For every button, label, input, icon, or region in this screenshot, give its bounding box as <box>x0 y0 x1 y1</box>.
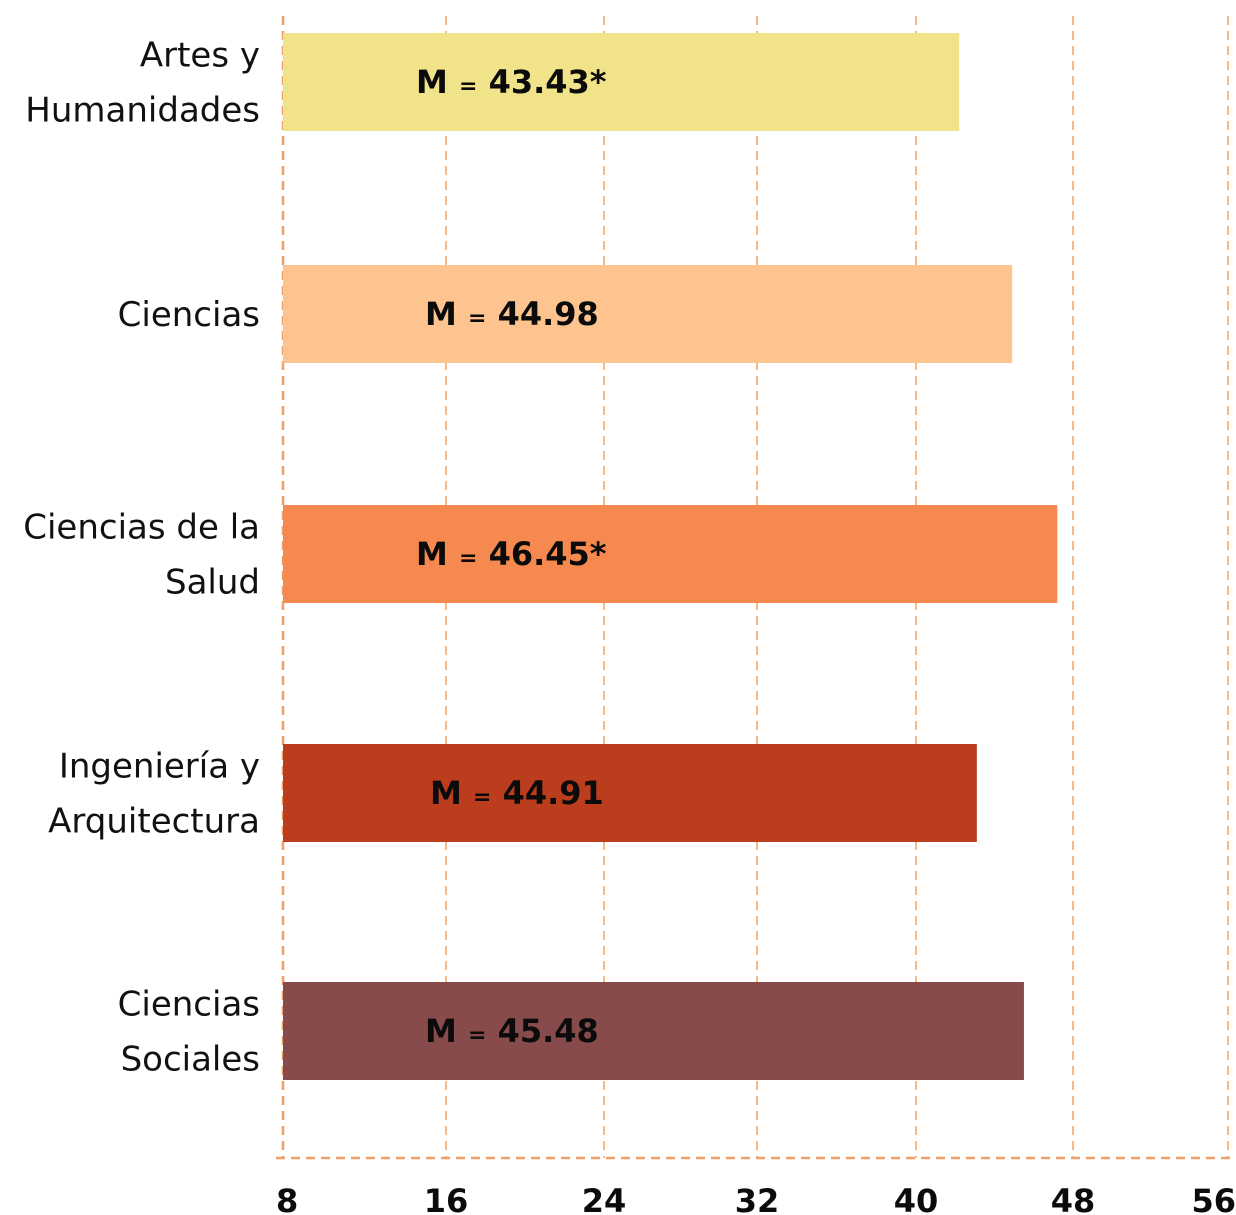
data-label-3: M = 46.45* <box>416 535 607 573</box>
bar-3 <box>283 505 1058 603</box>
data-label-1: M = 43.43* <box>416 63 607 101</box>
x-axis: 8 16 24 32 40 48 56 <box>276 1156 1236 1215</box>
x-tick-label-16: 16 <box>424 1182 469 1215</box>
x-tick-label-48: 48 <box>1051 1182 1096 1215</box>
bar-1 <box>283 33 960 131</box>
bar-4 <box>283 744 977 842</box>
category-label-1: Artes y Humanidades <box>25 36 260 131</box>
x-tick-label-8: 8 <box>276 1182 298 1215</box>
data-label-4: M = 44.91 <box>430 774 604 812</box>
category-label-5: Ciencias Sociales <box>118 985 260 1080</box>
category-label-3: Ciencias de la Salud <box>23 508 260 603</box>
bar-5 <box>283 982 1024 1080</box>
x-tick-label-40: 40 <box>894 1182 939 1215</box>
x-tick-label-56: 56 <box>1191 1182 1236 1215</box>
category-label-4: Ingeniería y Arquitectura <box>48 747 260 842</box>
data-label-2: M = 44.98 <box>425 295 599 333</box>
data-label-5: M = 45.48 <box>425 1012 599 1050</box>
x-tick-label-32: 32 <box>735 1182 780 1215</box>
bar-2 <box>283 265 1013 363</box>
bars: Artes y Humanidades M = 43.43* Ciencias M = … <box>23 33 1058 1080</box>
category-label-2: Ciencias <box>118 295 260 335</box>
x-tick-label-24: 24 <box>582 1182 627 1215</box>
